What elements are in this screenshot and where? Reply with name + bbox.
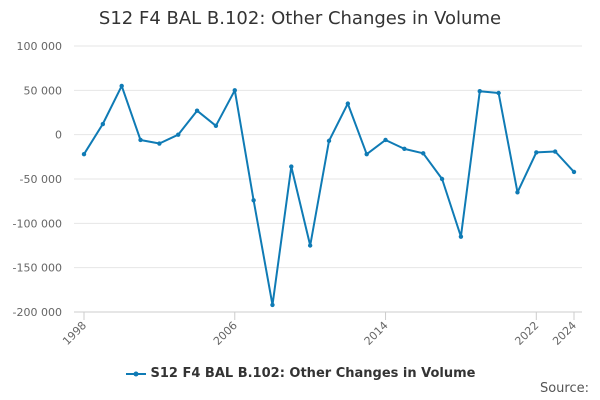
data-point[interactable] [345,101,351,106]
x-tick-label: 2006 [211,319,240,348]
data-point[interactable] [194,108,200,113]
data-point[interactable] [81,151,87,157]
data-point[interactable] [176,132,181,137]
data-point[interactable] [515,190,520,195]
series-line[interactable] [83,84,575,306]
y-tick-label: -200 000 [13,306,62,319]
data-point[interactable] [383,137,388,143]
series-points-group [81,83,577,308]
y-tick-label: -150 000 [13,262,62,275]
data-point[interactable] [100,121,106,127]
x-axis: 1998 2006 2014 2022 2024 [60,311,582,348]
y-gridlines [74,45,582,313]
data-point[interactable] [232,88,237,93]
data-point[interactable] [571,169,577,175]
x-tick-label: 2014 [362,319,391,348]
data-point[interactable] [477,89,482,94]
data-point[interactable] [421,151,426,156]
data-point[interactable] [364,151,369,157]
legend-line-icon [125,371,146,376]
y-tick-label: 0 [55,129,62,142]
data-point[interactable] [213,123,219,128]
data-point[interactable] [307,243,313,248]
legend[interactable]: S12 F4 BAL B.102: Other Changes in Volum… [0,366,600,381]
data-point[interactable] [270,302,275,308]
data-point[interactable] [534,150,539,155]
data-point[interactable] [157,141,162,146]
y-tick-label: 100 000 [17,40,63,53]
data-point[interactable] [138,137,143,143]
x-tick-label: 2022 [512,319,541,348]
series-line-group [83,84,575,306]
y-axis-ticks: 100 000 50 000 0 -50 000 -100 000 -150 000 -20… [13,40,62,319]
y-tick-label: 50 000 [24,84,63,97]
data-point[interactable] [496,90,501,96]
data-point[interactable] [251,198,256,203]
legend-label: S12 F4 BAL B.102: Other Changes in Volum… [150,366,476,381]
x-tick-label: 2024 [550,319,579,348]
data-point[interactable] [402,146,407,152]
source-label[interactable]: Source: [539,381,589,396]
data-point[interactable] [289,164,294,169]
y-tick-label: -50 000 [20,173,62,186]
data-point[interactable] [326,138,332,144]
data-point[interactable] [439,176,445,182]
x-tick-label: 1998 [60,319,89,348]
y-tick-label: -100 000 [13,217,62,230]
data-point[interactable] [119,83,124,89]
data-point[interactable] [458,234,464,239]
chart-title: S12 F4 BAL B.102: Other Changes in Volum… [98,8,502,29]
data-point[interactable] [552,149,558,154]
